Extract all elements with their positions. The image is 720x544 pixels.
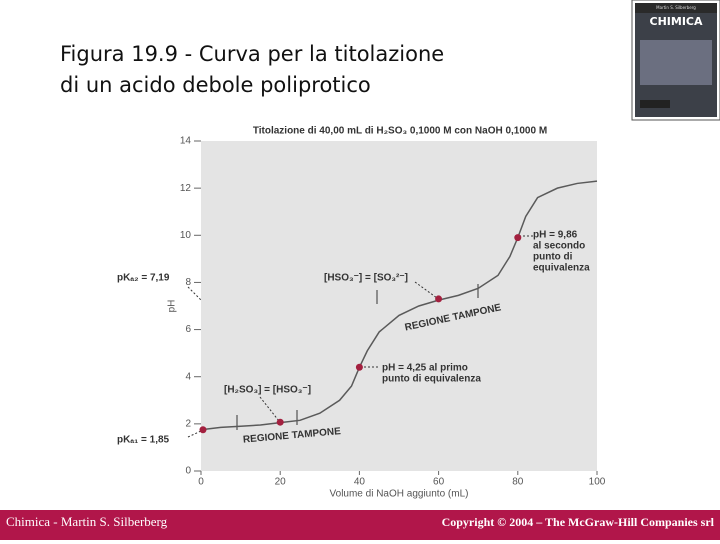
x-tick-label: 40 xyxy=(354,477,366,488)
x-tick-label: 20 xyxy=(275,477,287,488)
annotation: pH = 4,25 al primo xyxy=(382,363,468,374)
chart: Titolazione di 40,00 mL di H₂SO₃ 0,1000 … xyxy=(117,126,606,500)
cover-title: CHIMICA xyxy=(650,15,703,28)
annotation: punto di xyxy=(533,252,573,263)
point-marker xyxy=(514,234,522,242)
x-tick-label: 80 xyxy=(512,477,524,488)
point-marker xyxy=(355,363,363,371)
slide-title: Figura 19.9 - Curva per la titolazione xyxy=(60,42,444,66)
plot-area xyxy=(201,141,597,471)
x-tick-label: 60 xyxy=(433,477,445,488)
point-marker xyxy=(199,426,207,434)
leader-line xyxy=(187,286,202,301)
x-tick-label: 0 xyxy=(198,477,204,488)
annotation: al secondo xyxy=(533,241,585,252)
annotation: pH = 9,86 xyxy=(533,230,578,241)
point-marker xyxy=(435,295,443,303)
y-tick-label: 2 xyxy=(185,418,191,429)
y-tick-label: 12 xyxy=(180,183,192,194)
x-axis-label: Volume di NaOH aggiunto (mL) xyxy=(330,489,469,500)
point-marker xyxy=(276,418,284,426)
y-tick-label: 14 xyxy=(180,136,192,147)
slide-title: di un acido debole poliprotico xyxy=(60,73,371,97)
y-tick-label: 4 xyxy=(185,371,191,382)
footer-bar xyxy=(0,510,720,540)
annotation: [HSO₃⁻] = [SO₃²⁻] xyxy=(324,273,408,284)
y-tick-label: 10 xyxy=(180,230,192,241)
leader-line xyxy=(414,281,438,299)
annotation: pKₐ₂ = 7,19 xyxy=(117,273,170,284)
annotation: pKₐ₁ = 1,85 xyxy=(117,435,170,446)
x-tick-label: 100 xyxy=(589,477,606,488)
book-cover: Martin S. Silberberg CHIMICA xyxy=(631,0,720,121)
y-tick-label: 8 xyxy=(185,277,191,288)
footer-left: Chimica - Martin S. Silberberg xyxy=(6,514,168,529)
chart-title: Titolazione di 40,00 mL di H₂SO₃ 0,1000 … xyxy=(253,126,547,137)
cover-author: Martin S. Silberberg xyxy=(656,5,696,10)
y-tick-label: 0 xyxy=(185,466,191,477)
annotation: equivalenza xyxy=(533,263,590,274)
y-tick-label: 6 xyxy=(185,324,191,335)
leader-line xyxy=(259,396,280,422)
annotation: punto di equivalenza xyxy=(382,374,481,385)
footer-right: Copyright © 2004 – The McGraw-Hill Compa… xyxy=(442,515,715,529)
annotation: [H₂SO₃] = [HSO₃⁻] xyxy=(224,385,311,396)
y-axis-label: pH xyxy=(167,300,178,313)
leader-line xyxy=(187,430,202,438)
